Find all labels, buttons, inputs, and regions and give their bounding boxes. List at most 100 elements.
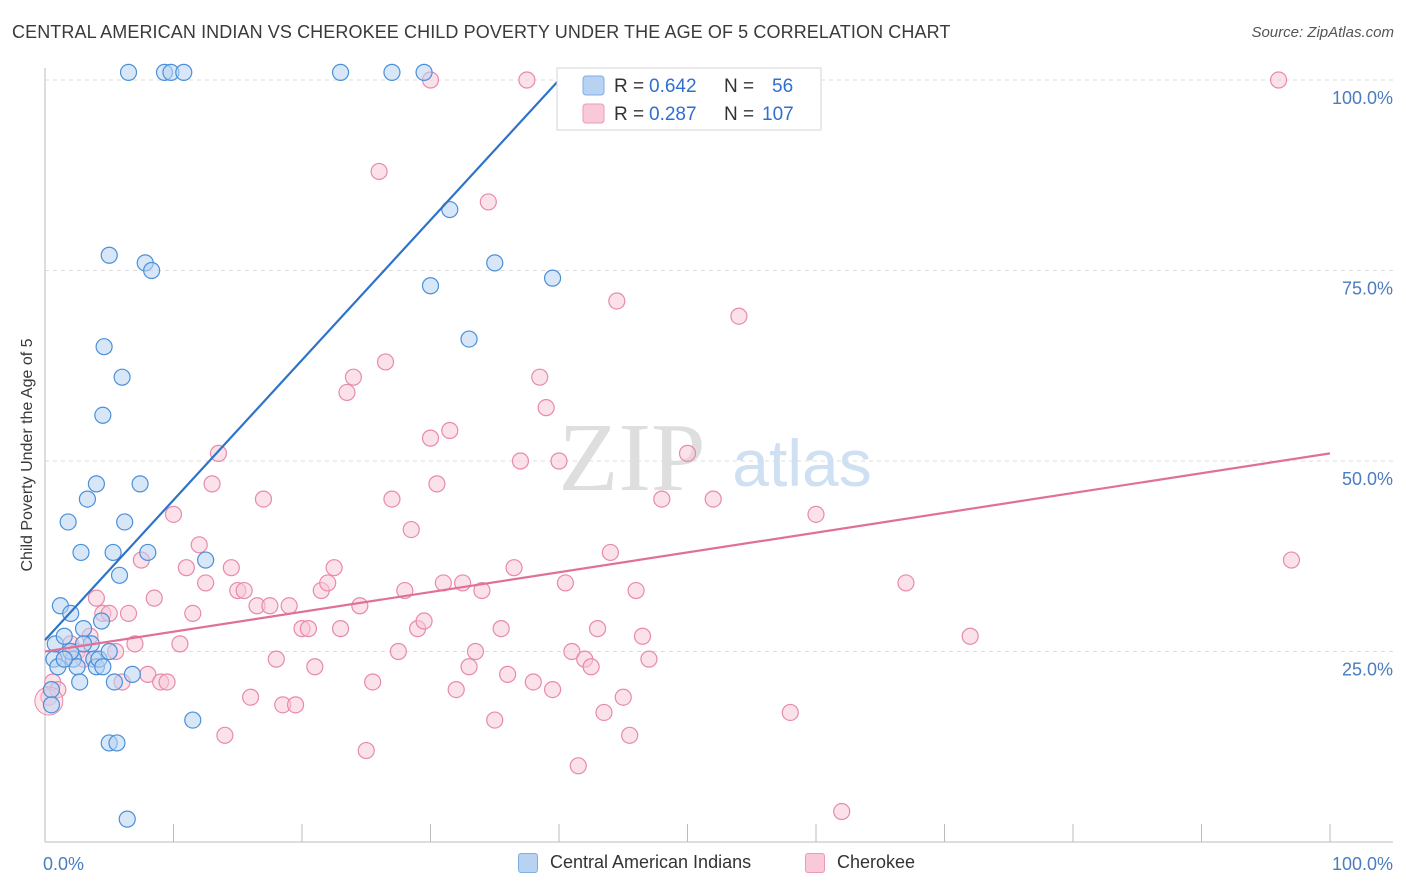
scatter-point: [197, 551, 215, 569]
legend-swatch-pink: [805, 852, 825, 873]
scatter-point: [492, 620, 510, 638]
scatter-point: [280, 597, 298, 615]
scatter-point: [588, 620, 607, 638]
scatter-point: [556, 574, 575, 592]
scatter-point: [640, 650, 658, 668]
scatter-point: [460, 658, 478, 676]
scatter-point: [447, 680, 465, 699]
scatter-point: [197, 574, 215, 592]
scatter-point: [203, 475, 221, 493]
scatter-point: [319, 574, 337, 592]
legend-label: Cherokee: [837, 852, 916, 872]
scatter-point: [92, 612, 111, 630]
scatter-point: [351, 597, 369, 615]
scatter-point: [235, 581, 253, 600]
scatter-point: [94, 406, 112, 424]
scatter-point: [267, 650, 285, 668]
scatter-point: [479, 193, 497, 211]
scatter-point: [428, 475, 446, 493]
scatter-point: [123, 665, 141, 683]
scatter-point: [261, 597, 279, 615]
scatter-point: [678, 444, 697, 462]
scatter-point: [42, 696, 61, 714]
legend-r-value: 0.287: [649, 104, 697, 125]
tick-labels: 25.0% 50.0% 75.0% 100.0% 0.0% 100.0%: [43, 88, 1393, 874]
scatter-point: [119, 604, 138, 623]
watermark-atlas: atlas: [732, 426, 871, 500]
scatter-point: [370, 162, 388, 181]
trend-lines: [44, 79, 1331, 653]
scatter-point: [145, 589, 163, 607]
scatter-point: [460, 330, 478, 348]
scatter-point: [55, 650, 73, 668]
scatter-point: [633, 627, 652, 645]
scatter-point: [1269, 71, 1288, 89]
legend-r-value: 0.642: [649, 76, 697, 97]
legend-r-label: R =: [614, 104, 644, 125]
scatter-point: [357, 741, 375, 760]
y-tick-label: 75.0%: [1342, 279, 1393, 299]
legend-blue-swatch: [582, 75, 605, 96]
scatter-point: [376, 353, 395, 371]
scatter-point: [415, 63, 433, 81]
scatter-point: [543, 269, 562, 287]
scatter-point: [961, 627, 979, 645]
scatter-point: [338, 383, 356, 402]
cherokee-points: [34, 71, 1301, 821]
legend-item-cherokee[interactable]: Cherokee: [805, 852, 915, 873]
chart-title: CENTRAL AMERICAN INDIAN VS CHEROKEE CHIL…: [12, 22, 951, 42]
bottom-legend: Central American Indians Cherokee: [0, 852, 1406, 878]
scatter-point: [601, 543, 620, 562]
legend-item-central-american-indians[interactable]: Central American Indians: [518, 852, 751, 873]
scatter-point: [531, 368, 549, 386]
scatter-point: [143, 261, 161, 280]
axes: [44, 68, 1393, 843]
scatter-point: [42, 680, 61, 699]
scatter-point: [608, 292, 626, 310]
x-tick-label: 100.0%: [1332, 854, 1393, 874]
scatter-point: [441, 421, 459, 440]
scatter-point: [171, 635, 189, 653]
scatter-point: [105, 673, 123, 691]
scatter-point: [653, 490, 671, 508]
scatter-point: [331, 63, 350, 81]
scatter-point: [569, 757, 587, 775]
y-tick-label: 50.0%: [1342, 469, 1393, 489]
scatter-point: [116, 513, 134, 531]
scatter-point: [104, 543, 122, 562]
scatter-point: [486, 711, 504, 729]
scatter-point: [74, 620, 93, 638]
scatter-point: [704, 490, 722, 508]
scatter-point: [421, 429, 440, 447]
scatter-point: [100, 246, 118, 264]
scatter-point: [730, 307, 748, 325]
scatter-point: [184, 711, 202, 729]
scatter-point: [421, 277, 440, 295]
legend-box: R = 0.642 N = 56 R = 0.287 N = 107: [556, 67, 822, 131]
scatter-point: [100, 642, 118, 661]
scatter-point: [518, 71, 536, 89]
trend-line-central-american-indians: [44, 79, 560, 641]
scatter-point: [543, 680, 562, 699]
scatter-point: [389, 642, 407, 661]
scatter-point: [175, 63, 193, 81]
scatter-point: [87, 475, 106, 493]
scatter-point: [473, 581, 491, 600]
scatter-point: [119, 63, 138, 81]
scatter-point: [402, 520, 420, 539]
scatter-point: [158, 673, 176, 691]
scatter-point: [833, 802, 851, 821]
scatter-point: [139, 543, 157, 562]
scatter-point: [126, 635, 144, 653]
scatter-point: [1282, 551, 1301, 569]
scatter-point: [364, 673, 382, 691]
scatter-point: [383, 490, 401, 508]
scatter-point: [55, 627, 73, 645]
scatter-point: [95, 338, 113, 356]
scatter-point: [108, 734, 126, 752]
scatter-point: [499, 665, 517, 683]
scatter-point: [781, 703, 799, 722]
scatter-point: [331, 620, 350, 638]
scatter-point: [524, 673, 542, 691]
